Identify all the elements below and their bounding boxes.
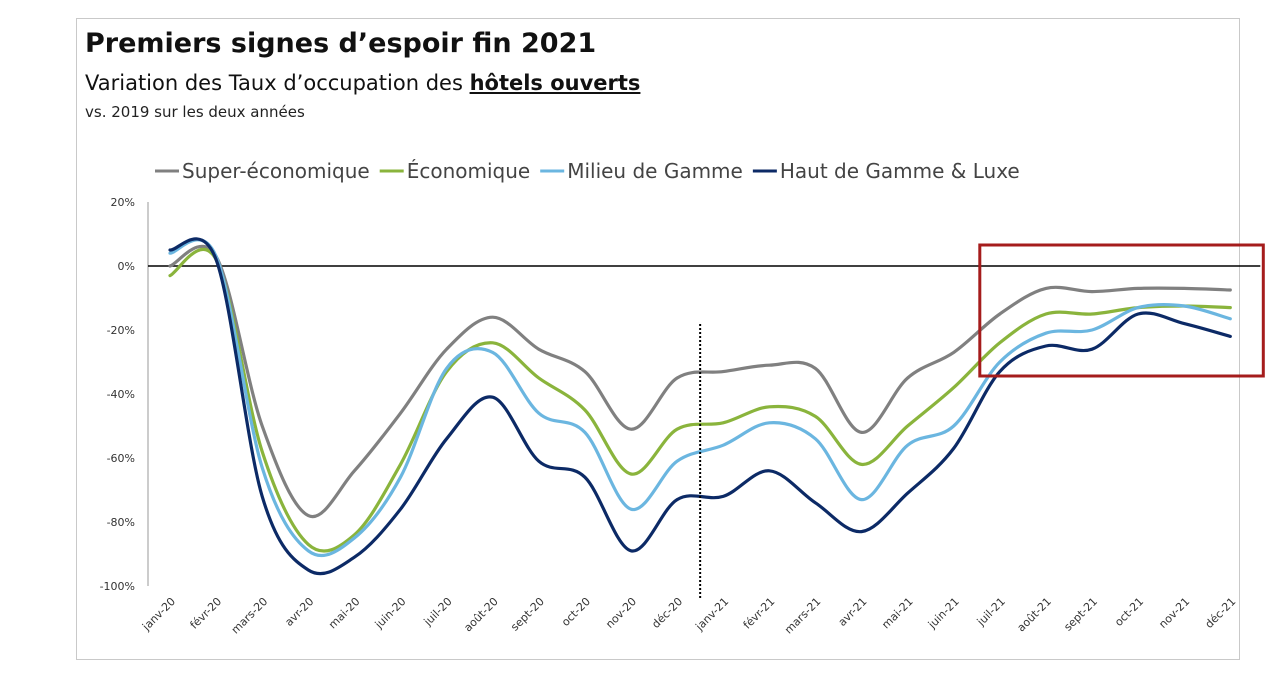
y-tick-label: -80% <box>107 516 135 529</box>
x-tick-label: sept-20 <box>508 595 547 634</box>
x-axis-ticks: janv-20 févr-20 mars-20 avr-20 mai-20 juin-20… <box>139 595 1238 636</box>
y-tick-label: -40% <box>107 388 135 401</box>
x-tick-label: févr-21 <box>741 595 778 632</box>
series-line-1 <box>168 248 1232 553</box>
chart-note: vs. 2019 sur les deux années <box>85 103 305 121</box>
legend-label: Milieu de Gamme <box>567 159 743 183</box>
x-tick-label: déc-21 <box>1203 595 1239 631</box>
x-tick-label: juin-21 <box>925 595 962 632</box>
axes <box>147 202 1261 586</box>
legend-label: Super-économique <box>182 159 370 183</box>
x-tick-label: janv-20 <box>139 595 178 634</box>
x-tick-label: oct-21 <box>1112 595 1146 629</box>
x-tick-label: déc-20 <box>649 595 685 631</box>
highlight-box <box>978 243 1265 378</box>
overlays <box>699 243 1265 598</box>
x-tick-label: mars-21 <box>782 595 823 636</box>
chart-subtitle: Variation des Taux d’occupation des hôte… <box>85 71 640 95</box>
x-tick-label: janv-21 <box>692 595 731 634</box>
x-tick-label: juin-20 <box>372 595 409 632</box>
x-tick-label: août-20 <box>461 595 500 634</box>
x-tick-label: oct-20 <box>559 595 593 629</box>
x-tick-label: mai-20 <box>326 595 362 631</box>
x-tick-label: nov-20 <box>603 595 639 631</box>
x-tick-label: sept-21 <box>1061 595 1100 634</box>
x-tick-label: avr-20 <box>282 595 316 629</box>
x-tick-label: août-21 <box>1015 595 1054 634</box>
x-tick-label: avr-21 <box>836 595 870 629</box>
series-line-2 <box>168 238 1232 558</box>
legend-label: Haut de Gamme & Luxe <box>780 159 1020 183</box>
subtitle-highlight: hôtels ouverts <box>469 71 641 95</box>
series-line-3 <box>168 237 1232 576</box>
x-tick-label: juil-21 <box>974 595 1008 629</box>
y-tick-label: -100% <box>100 580 135 593</box>
page-title: Premiers signes d’espoir fin 2021 <box>85 28 597 59</box>
y-tick-label: -20% <box>107 324 135 337</box>
y-axis-ticks: 20% 0% -20% -40% -60% -80% -100% <box>100 196 135 593</box>
subtitle-prefix: Variation des Taux d’occupation des <box>85 71 470 95</box>
x-tick-label: mars-20 <box>229 595 270 636</box>
legend: Super-économique Économique Milieu de Gamm… <box>155 159 1020 183</box>
x-tick-label: juil-20 <box>421 595 455 629</box>
y-tick-label: 20% <box>111 196 135 209</box>
x-tick-label: nov-21 <box>1156 595 1192 631</box>
chart-frame <box>76 18 1240 660</box>
y-tick-label: -60% <box>107 452 135 465</box>
y-tick-label: 0% <box>118 260 135 273</box>
x-tick-label: févr-20 <box>187 595 224 632</box>
series-lines <box>168 237 1232 576</box>
legend-label: Économique <box>407 159 531 183</box>
series-line-0 <box>168 245 1232 519</box>
x-tick-label: mai-21 <box>879 595 915 631</box>
